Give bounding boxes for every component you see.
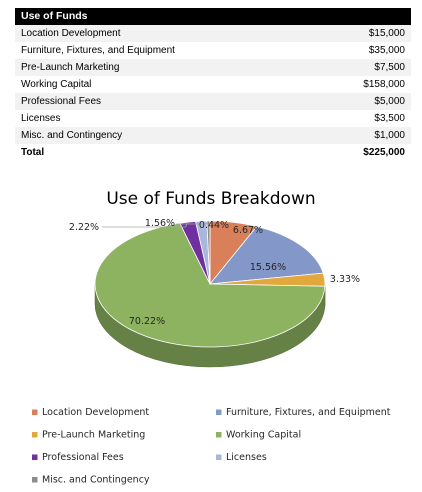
row-amount: $3,500 [374,113,405,124]
legend-label-licenses: Licenses [226,452,267,463]
legend-label-furniture-fixtures-and-equipment: Furniture, Fixtures, and Equipment [226,407,391,418]
row-label: Location Development [21,28,121,39]
row-amount: $1,000 [374,130,405,141]
legend-swatch-working-capital [216,432,222,438]
legend-swatch-pre-launch-marketing [32,432,38,438]
row-label: Licenses [21,113,61,124]
legend-swatch-licenses [216,454,222,460]
table-row: Professional Fees $5,000 [15,93,411,110]
legend-swatch-furniture-fixtures-and-equipment [216,409,222,415]
table-row: Pre-Launch Marketing $7,500 [15,59,411,76]
pie-slices [94,220,326,348]
pie-slice-working-capital [94,222,326,348]
total-amount: $225,000 [363,147,405,158]
data-label-location-development: 6.67% [233,225,263,236]
row-amount: $7,500 [374,62,405,73]
chart-title: Use of Funds Breakdown [106,189,315,209]
legend-label-location-development: Location Development [42,407,149,418]
legend-label-professional-fees: Professional Fees [42,452,124,463]
data-label-furniture-fixtures-and-equipment: 15.56% [250,262,286,273]
row-amount: $15,000 [368,28,405,39]
table-header: Use of Funds [15,8,411,25]
leader-line-misc-and-contingency [204,220,209,225]
table-row: Location Development $15,000 [15,25,411,42]
row-label: Professional Fees [21,96,102,107]
table-row: Misc. and Contingency $1,000 [15,127,411,144]
table-row: Furniture, Fixtures, and Equipment $35,0… [15,42,411,59]
data-label-professional-fees: 2.22% [69,222,99,233]
row-amount: $5,000 [374,96,405,107]
legend: Location Development Furniture, Fixtures,… [32,407,391,486]
table-row: Working Capital $158,000 [15,76,411,93]
legend-label-pre-launch-marketing: Pre-Launch Marketing [42,430,145,441]
row-amount: $158,000 [363,79,405,90]
table-total-row: Total $225,000 [15,144,411,161]
legend-swatch-location-development [32,409,38,415]
total-label: Total [21,147,45,158]
legend-label-misc-and-contingency: Misc. and Contingency [42,475,150,486]
leader-line-licenses [176,220,202,225]
row-label: Furniture, Fixtures, and Equipment [21,45,175,56]
legend-label-working-capital: Working Capital [226,430,301,441]
pie-slice-furniture-fixtures-and-equipment [209,226,324,285]
data-labels: 6.67% 15.56% 3.33% 70.22% 2.22% 1.56% 0.44% [69,218,360,327]
data-label-licenses: 1.56% [145,218,175,229]
data-label-working-capital: 70.22% [129,316,165,327]
row-label: Misc. and Contingency [21,130,123,141]
data-label-pre-launch-marketing: 3.33% [330,274,360,285]
use-of-funds-table: Use of Funds Location Development $15,00… [15,8,411,161]
data-label-misc-and-contingency: 0.44% [199,220,229,231]
leader-lines [102,220,209,228]
row-amount: $35,000 [368,45,405,56]
table-row: Licenses $3,500 [15,110,411,127]
row-label: Working Capital [21,79,92,90]
row-label: Pre-Launch Marketing [21,62,120,73]
legend-swatch-misc-and-contingency [32,477,38,483]
legend-swatch-professional-fees [32,454,38,460]
use-of-funds-pie-chart: Use of Funds Breakdown 6.67% 15.56% 3.33% 7… [32,189,391,486]
